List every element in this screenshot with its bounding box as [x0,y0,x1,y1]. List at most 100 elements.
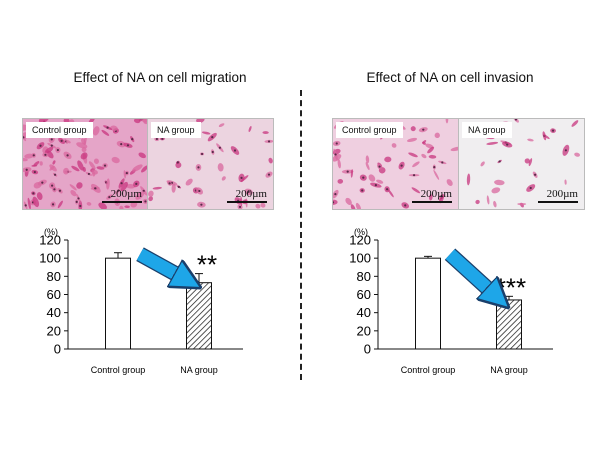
cell-shape [27,197,31,209]
cell-shape [132,164,143,172]
micrograph-control: Control group 200µm [22,118,149,210]
cell-nucleus [135,182,138,185]
cell-nucleus [335,142,338,145]
cell-shape [527,138,534,142]
cell-shape [32,196,40,208]
cell-nucleus [50,144,53,147]
cell-nucleus [25,168,28,171]
cell-nucleus [108,195,111,199]
cell-shape [355,202,362,209]
x-tick-label: Control group [91,365,146,375]
cell-shape [433,169,440,180]
trend-arrow [445,249,498,298]
y-tick-label: 100 [39,251,61,266]
cell-shape [517,202,527,206]
cell-shape [57,200,63,209]
cell-nucleus [60,139,63,142]
cell-shape [111,156,120,164]
bar-control-group [105,257,131,350]
cell-nucleus [161,137,164,140]
cell-nucleus [267,140,271,143]
cell-shape [98,202,107,209]
cell-nucleus [211,136,214,139]
cell-nucleus [33,170,36,174]
cell-nucleus [498,160,501,163]
cell-shape [33,182,42,189]
cell-nucleus [53,188,56,191]
cell-nucleus [79,204,82,208]
cell-shape [125,184,136,189]
y-tick-label: 20 [357,323,371,338]
y-tick-label: 0 [54,342,61,357]
cell-shape [141,165,148,173]
cell-nucleus [56,148,59,152]
micrograph-label: Control group [26,122,93,138]
cell-nucleus [58,189,62,192]
cell-shape [65,139,71,144]
cell-nucleus [404,204,407,207]
cell-nucleus [120,182,123,185]
cell-shape [81,147,87,153]
y-axis-label: (%) [354,227,368,237]
y-axis-label: (%) [44,227,58,237]
cell-shape [466,173,471,186]
cell-shape [368,174,376,182]
cell-shape [110,125,118,132]
cell-nucleus [131,137,134,141]
cell-shape [143,119,148,125]
panel-title: Effect of NA on cell invasion [366,70,534,85]
cell-nucleus [51,203,55,206]
cell-shape [543,134,550,140]
y-tick-label: 100 [349,251,371,266]
cell-shape [486,141,499,145]
cell-shape [350,204,356,209]
cell-nucleus [386,188,389,191]
cell-nucleus [51,184,54,187]
cell-nucleus [374,184,377,187]
cell-nucleus [529,186,532,190]
scale-label: 200µm [235,188,267,200]
cell-nucleus [346,170,349,173]
cell-shape [148,196,153,202]
cell-nucleus [334,193,337,196]
cell-shape [248,125,252,133]
cell-shape [135,191,145,200]
cell-shape [86,202,92,206]
migration-bar-chart: (%) 0 20 40 60 80 100 120 Control group NA group *… [39,227,243,375]
cell-nucleus [333,201,335,204]
cell-shape [446,179,453,186]
cell-nucleus [66,154,69,157]
cell-nucleus [106,126,109,129]
cell-shape [185,178,193,186]
cell-shape [428,154,437,159]
cell-shape [412,161,420,168]
cell-nucleus [103,164,107,167]
cell-shape [196,119,205,123]
scale-bar [227,201,267,203]
cell-shape [350,169,354,178]
significance-marker: ** [197,250,217,280]
cell-shape [71,165,80,172]
x-tick-label: NA group [490,365,528,375]
cell-shape [384,156,392,163]
cell-shape [119,205,124,209]
cell-nucleus [247,190,250,193]
cell-nucleus [117,189,120,192]
micrograph-na: NA group 200µm [147,118,274,210]
cell-nucleus [94,187,97,190]
cell-shape [574,152,581,157]
micrograph-label: Control group [336,122,403,138]
cell-nucleus [126,144,130,147]
cell-nucleus [240,176,243,179]
cell-nucleus [144,200,147,203]
cell-shape [101,129,110,136]
y-tick-label: 80 [357,269,371,284]
cell-nucleus [412,174,416,177]
cell-shape [31,164,38,167]
cell-nucleus [400,164,403,167]
y-tick-label: 120 [349,233,371,248]
scale-label: 200µm [546,188,578,200]
cell-shape [564,179,567,185]
cell-shape [76,182,83,189]
micrograph-label: NA group [462,122,512,138]
